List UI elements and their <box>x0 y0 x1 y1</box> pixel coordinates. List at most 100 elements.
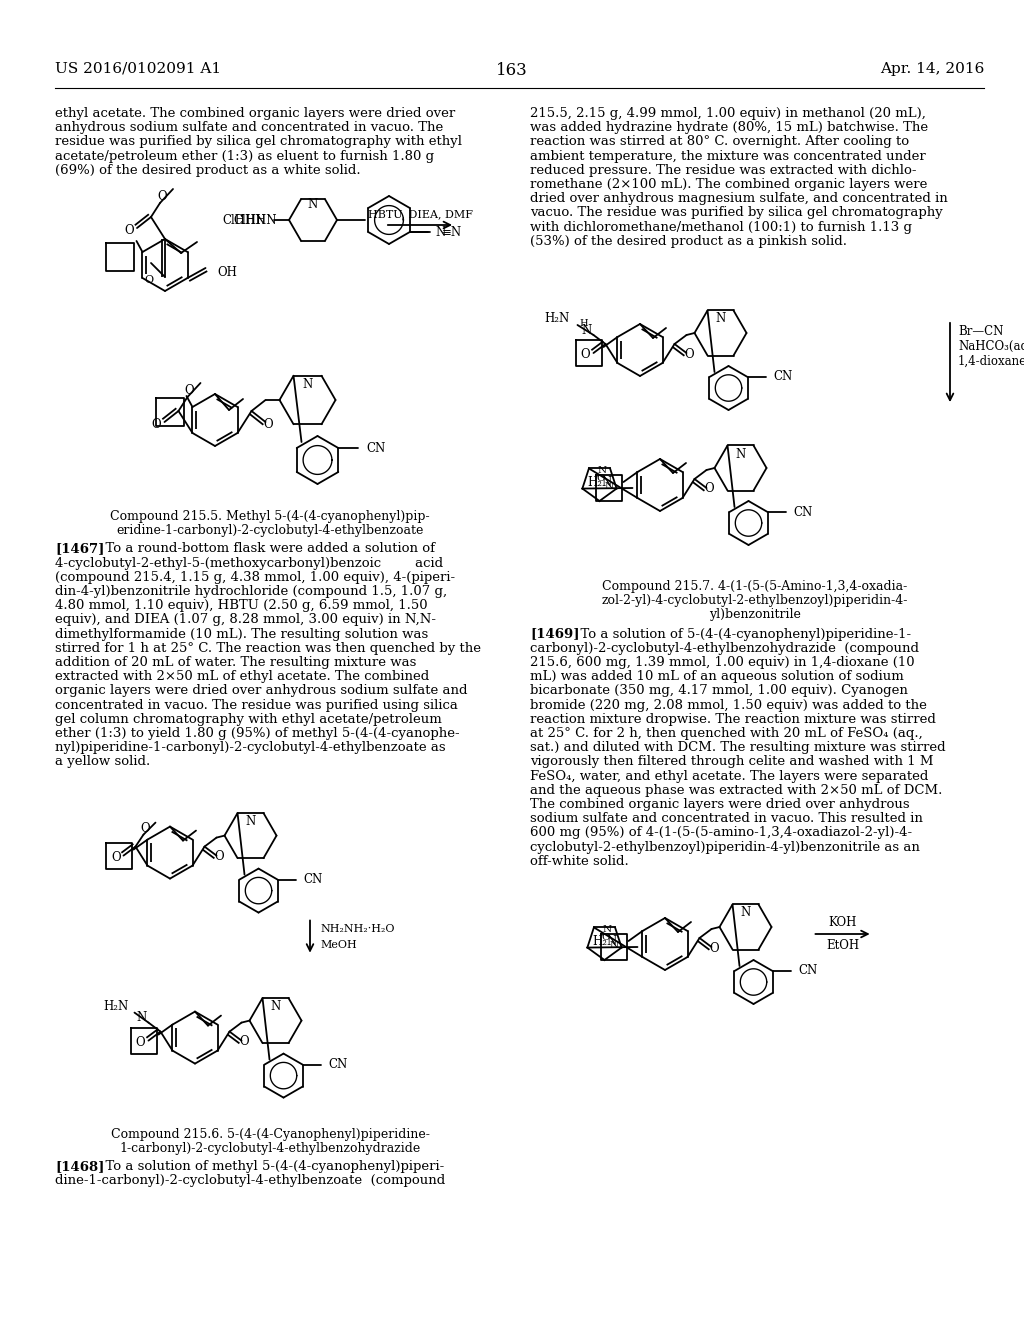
Text: [1468]: [1468] <box>55 1160 104 1173</box>
Text: dimethylformamide (10 mL). The resulting solution was: dimethylformamide (10 mL). The resulting… <box>55 627 428 640</box>
Text: 215.5, 2.15 g, 4.99 mmol, 1.00 equiv) in methanol (20 mL),: 215.5, 2.15 g, 4.99 mmol, 1.00 equiv) in… <box>530 107 926 120</box>
Text: CN: CN <box>794 506 813 519</box>
Text: N: N <box>302 378 312 391</box>
Text: HBTU, DIEA, DMF: HBTU, DIEA, DMF <box>368 209 472 219</box>
Text: ethyl acetate. The combined organic layers were dried over: ethyl acetate. The combined organic laye… <box>55 107 456 120</box>
Text: NH₂NH₂·H₂O: NH₂NH₂·H₂O <box>319 924 394 933</box>
Text: off-white solid.: off-white solid. <box>530 855 629 867</box>
Text: extracted with 2×50 mL of ethyl acetate. The combined: extracted with 2×50 mL of ethyl acetate.… <box>55 671 429 684</box>
Text: O: O <box>140 822 151 836</box>
Text: CN: CN <box>367 441 386 454</box>
Text: 4-cyclobutyl-2-ethyl-5-(methoxycarbonyl)benzoic        acid: 4-cyclobutyl-2-ethyl-5-(methoxycarbonyl)… <box>55 557 443 570</box>
Text: bromide (220 mg, 2.08 mmol, 1.50 equiv) was added to the: bromide (220 mg, 2.08 mmol, 1.50 equiv) … <box>530 698 927 711</box>
Text: KOH: KOH <box>828 916 857 929</box>
Text: din-4-yl)benzonitrile hydrochloride (compound 1.5, 1.07 g,: din-4-yl)benzonitrile hydrochloride (com… <box>55 585 447 598</box>
Text: OH: OH <box>217 267 238 280</box>
Text: nyl)piperidine-1-carbonyl)-2-cyclobutyl-4-ethylbenzoate as: nyl)piperidine-1-carbonyl)-2-cyclobutyl-… <box>55 742 445 754</box>
Text: sat.) and diluted with DCM. The resulting mixture was stirred: sat.) and diluted with DCM. The resultin… <box>530 742 945 754</box>
Text: To a solution of 5-(4-(4-cyanophenyl)piperidine-1-: To a solution of 5-(4-(4-cyanophenyl)pip… <box>572 627 911 640</box>
Text: N: N <box>603 925 612 935</box>
Text: yl)benzonitrile: yl)benzonitrile <box>709 609 801 622</box>
Text: O: O <box>112 851 122 865</box>
Text: FeSO₄, water, and ethyl acetate. The layers were separated: FeSO₄, water, and ethyl acetate. The lay… <box>530 770 929 783</box>
Text: a yellow solid.: a yellow solid. <box>55 755 151 768</box>
Text: O: O <box>240 1035 249 1048</box>
Text: O: O <box>152 417 162 430</box>
Text: O: O <box>685 347 694 360</box>
Text: 163: 163 <box>496 62 528 79</box>
Text: H: H <box>580 318 589 327</box>
Text: O: O <box>597 474 605 483</box>
Text: ≡N: ≡N <box>441 226 462 239</box>
Text: US 2016/0102091 A1: US 2016/0102091 A1 <box>55 62 221 77</box>
Text: N: N <box>604 482 613 491</box>
Text: N: N <box>735 447 745 461</box>
Text: dine-1-carbonyl)-2-cyclobutyl-4-ethylbenzoate  (compound: dine-1-carbonyl)-2-cyclobutyl-4-ethylben… <box>55 1175 445 1187</box>
Text: carbonyl)-2-cyclobutyl-4-ethylbenzohydrazide  (compound: carbonyl)-2-cyclobutyl-4-ethylbenzohydra… <box>530 642 919 655</box>
Text: N: N <box>136 1011 146 1024</box>
Text: Compound 215.5. Methyl 5-(4-(4-cyanophenyl)pip-: Compound 215.5. Methyl 5-(4-(4-cyanophen… <box>111 510 430 523</box>
Text: dried over anhydrous magnesium sulfate, and concentrated in: dried over anhydrous magnesium sulfate, … <box>530 193 948 205</box>
Text: vigorously then filtered through celite and washed with 1 M: vigorously then filtered through celite … <box>530 755 934 768</box>
Text: cyclobutyl-2-ethylbenzoyl)piperidin-4-yl)benzonitrile as an: cyclobutyl-2-ethylbenzoyl)piperidin-4-yl… <box>530 841 920 854</box>
Text: acetate/petroleum ether (1:3) as eluent to furnish 1.80 g: acetate/petroleum ether (1:3) as eluent … <box>55 149 434 162</box>
Text: N: N <box>246 814 256 828</box>
Text: sodium sulfate and concentrated in vacuo. This resulted in: sodium sulfate and concentrated in vacuo… <box>530 812 923 825</box>
Text: bicarbonate (350 mg, 4.17 mmol, 1.00 equiv). Cyanogen: bicarbonate (350 mg, 4.17 mmol, 1.00 equ… <box>530 684 908 697</box>
Text: anhydrous sodium sulfate and concentrated in vacuo. The: anhydrous sodium sulfate and concentrate… <box>55 121 443 135</box>
Text: with dichloromethane/methanol (100:1) to furnish 1.13 g: with dichloromethane/methanol (100:1) to… <box>530 220 912 234</box>
Text: CN: CN <box>799 965 818 978</box>
Text: EtOH: EtOH <box>826 939 859 952</box>
Text: eridine-1-carbonyl)-2-cyclobutyl-4-ethylbenzoate: eridine-1-carbonyl)-2-cyclobutyl-4-ethyl… <box>117 524 424 537</box>
Text: N: N <box>436 226 446 239</box>
Text: 4.80 mmol, 1.10 equiv), HBTU (2.50 g, 6.59 mmol, 1.50: 4.80 mmol, 1.10 equiv), HBTU (2.50 g, 6.… <box>55 599 428 612</box>
Text: CN: CN <box>773 371 793 384</box>
Text: N: N <box>716 313 726 326</box>
Text: organic layers were dried over anhydrous sodium sulfate and: organic layers were dried over anhydrous… <box>55 684 468 697</box>
Text: at 25° C. for 2 h, then quenched with 20 mL of FeSO₄ (aq.,: at 25° C. for 2 h, then quenched with 20… <box>530 727 923 741</box>
Text: O: O <box>581 348 591 362</box>
Text: O: O <box>215 850 224 863</box>
Text: was added hydrazine hydrate (80%, 15 mL) batchwise. The: was added hydrazine hydrate (80%, 15 mL)… <box>530 121 928 135</box>
Text: O: O <box>158 190 167 203</box>
Text: (69%) of the desired product as a white solid.: (69%) of the desired product as a white … <box>55 164 360 177</box>
Text: ambient temperature, the mixture was concentrated under: ambient temperature, the mixture was con… <box>530 149 926 162</box>
Text: reaction mixture dropwise. The reaction mixture was stirred: reaction mixture dropwise. The reaction … <box>530 713 936 726</box>
Text: [1469]: [1469] <box>530 627 580 640</box>
Text: O: O <box>184 384 195 396</box>
Text: Apr. 14, 2016: Apr. 14, 2016 <box>880 62 984 77</box>
Text: H₂N: H₂N <box>103 1001 128 1014</box>
Text: O: O <box>144 275 154 285</box>
Text: 1-carbonyl)-2-cyclobutyl-4-ethylbenzohydrazide: 1-carbonyl)-2-cyclobutyl-4-ethylbenzohyd… <box>120 1142 421 1155</box>
Text: stirred for 1 h at 25° C. The reaction was then quenched by the: stirred for 1 h at 25° C. The reaction w… <box>55 642 481 655</box>
Text: O: O <box>705 483 715 495</box>
Text: O: O <box>602 933 610 942</box>
Text: ether (1:3) to yield 1.80 g (95%) of methyl 5-(4-(4-cyanophe-: ether (1:3) to yield 1.80 g (95%) of met… <box>55 727 460 741</box>
Text: H₂N: H₂N <box>544 313 569 326</box>
Text: (compound 215.4, 1.15 g, 4.38 mmol, 1.00 equiv), 4-(piperi-: (compound 215.4, 1.15 g, 4.38 mmol, 1.00… <box>55 570 455 583</box>
Text: ClHHN: ClHHN <box>233 214 278 227</box>
Text: N: N <box>609 941 618 950</box>
Text: vacuo. The residue was purified by silica gel chromatography: vacuo. The residue was purified by silic… <box>530 206 943 219</box>
Text: equiv), and DIEA (1.07 g, 8.28 mmol, 3.00 equiv) in N,N-: equiv), and DIEA (1.07 g, 8.28 mmol, 3.0… <box>55 614 436 627</box>
Text: romethane (2×100 mL). The combined organic layers were: romethane (2×100 mL). The combined organ… <box>530 178 928 191</box>
Text: To a round-bottom flask were added a solution of: To a round-bottom flask were added a sol… <box>97 543 435 556</box>
Text: N: N <box>582 323 592 337</box>
Text: ClHHN: ClHHN <box>222 214 266 227</box>
Text: MeOH: MeOH <box>319 940 356 949</box>
Text: CN: CN <box>303 873 323 886</box>
Text: To a solution of methyl 5-(4-(4-cyanophenyl)piperi-: To a solution of methyl 5-(4-(4-cyanophe… <box>97 1160 444 1173</box>
Text: mL) was added 10 mL of an aqueous solution of sodium: mL) was added 10 mL of an aqueous soluti… <box>530 671 904 684</box>
Text: Br—CN: Br—CN <box>958 325 1004 338</box>
Text: 1,4-dioxane: 1,4-dioxane <box>958 355 1024 368</box>
Text: NaHCO₃(aq): NaHCO₃(aq) <box>958 341 1024 352</box>
Text: N: N <box>270 1001 281 1014</box>
Text: N: N <box>740 907 751 920</box>
Text: (53%) of the desired product as a pinkish solid.: (53%) of the desired product as a pinkis… <box>530 235 847 248</box>
Text: reduced pressure. The residue was extracted with dichlo-: reduced pressure. The residue was extrac… <box>530 164 916 177</box>
Text: O: O <box>124 223 134 236</box>
Text: O: O <box>264 417 273 430</box>
Text: concentrated in vacuo. The residue was purified using silica: concentrated in vacuo. The residue was p… <box>55 698 458 711</box>
Text: H₂N: H₂N <box>592 935 617 948</box>
Text: and the aqueous phase was extracted with 2×50 mL of DCM.: and the aqueous phase was extracted with… <box>530 784 942 797</box>
